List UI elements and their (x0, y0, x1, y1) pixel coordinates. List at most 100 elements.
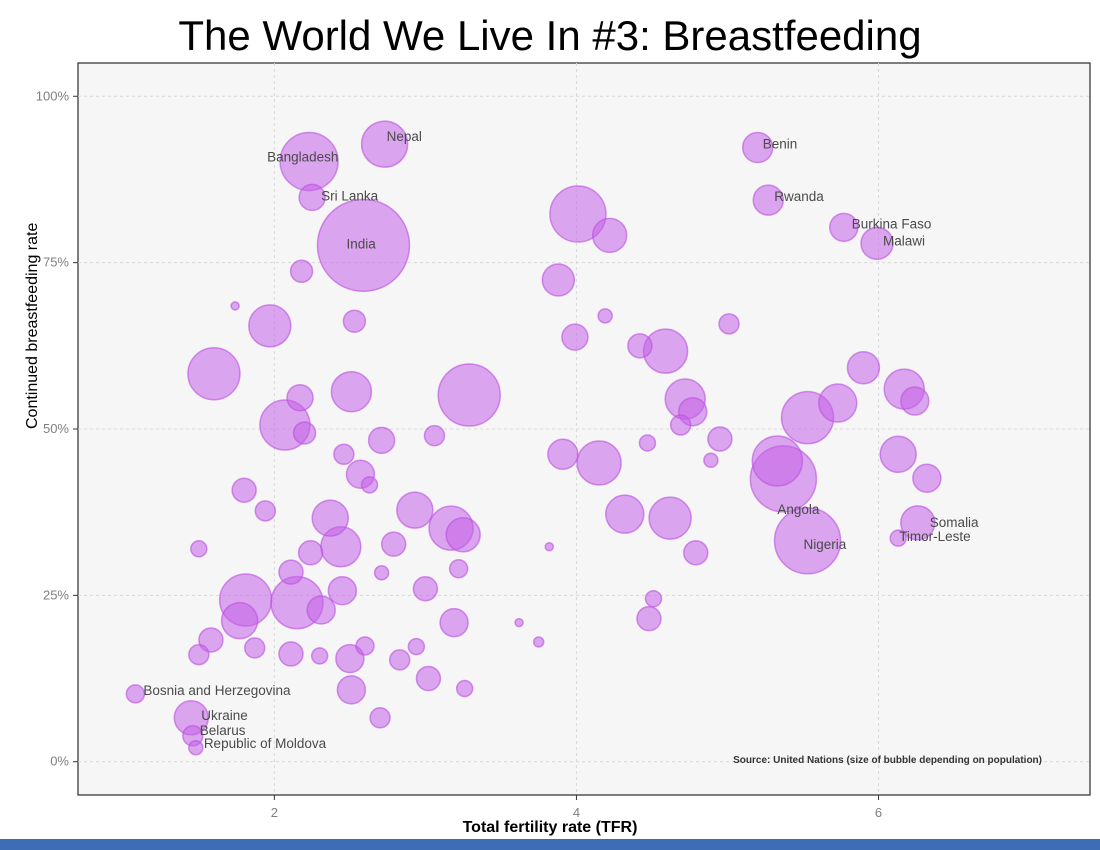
bubble (703, 452, 719, 469)
bubble (445, 517, 481, 553)
bubble (718, 313, 740, 335)
country-label: Malawi (883, 233, 925, 248)
bubble (369, 707, 391, 729)
bubble (187, 347, 241, 401)
bubble (298, 183, 326, 212)
bubble (188, 740, 204, 756)
country-label: Belarus (200, 723, 246, 738)
chart-title: The World We Live In #3: Breastfeeding (178, 12, 922, 59)
bubble (342, 309, 367, 333)
bubble (125, 684, 146, 704)
x-tick-label: 6 (875, 805, 882, 820)
bubble (437, 363, 501, 427)
bubble (248, 304, 292, 348)
bubble (306, 595, 336, 625)
bubble (380, 531, 407, 557)
bubble (289, 259, 314, 284)
bubble (846, 351, 881, 385)
bubble (190, 540, 208, 558)
bubble (412, 575, 439, 602)
bubble (278, 559, 304, 585)
bubble (644, 589, 663, 608)
y-tick-label: 50% (43, 421, 69, 436)
country-label: Angola (777, 502, 820, 517)
country-label: Rwanda (774, 189, 824, 204)
bubble (751, 435, 804, 487)
y-tick-label: 25% (43, 587, 69, 602)
bubble (773, 507, 842, 575)
bubble (292, 421, 317, 445)
bubble (900, 505, 936, 541)
country-label: India (346, 236, 376, 251)
bubble (336, 675, 367, 705)
y-tick-label: 100% (36, 88, 70, 103)
bubble (860, 226, 894, 261)
bubble (423, 424, 446, 447)
bubble (900, 386, 930, 416)
bubble (627, 333, 653, 359)
bubble (388, 649, 411, 671)
x-tick-label: 2 (271, 805, 278, 820)
y-tick-label: 75% (43, 255, 69, 270)
country-label: Bosnia and Herzegovina (143, 683, 291, 698)
bubble (310, 647, 329, 665)
bubble (448, 558, 469, 579)
bubble (605, 494, 645, 534)
bubble (327, 575, 358, 606)
bubble (636, 605, 662, 632)
bubble (415, 665, 442, 692)
bubble (879, 435, 917, 474)
bubble (455, 679, 474, 698)
bubble (335, 643, 365, 674)
bubble (278, 641, 304, 667)
country-label: Republic of Moldova (204, 736, 327, 751)
bubble (561, 323, 589, 351)
bubble (829, 212, 859, 243)
bubble (360, 476, 379, 494)
bubble (683, 540, 709, 566)
bubble (889, 529, 907, 547)
bubble (311, 499, 349, 537)
bubble (532, 636, 545, 648)
bubble (669, 414, 692, 436)
bubble (333, 443, 355, 466)
bubble (330, 370, 373, 413)
bubble (316, 198, 411, 293)
bubble (230, 301, 240, 311)
taskbar-strip (0, 839, 1100, 850)
bubble (818, 383, 858, 423)
bubble (231, 477, 257, 503)
bubble (373, 564, 390, 581)
country-label: Burkina Faso (852, 216, 932, 231)
bubble (286, 383, 314, 412)
y-tick-label: 0% (50, 754, 69, 769)
country-label: Ukraine (201, 708, 248, 723)
country-label: Benin (763, 137, 798, 152)
bubble (547, 438, 579, 471)
bubble (367, 426, 396, 455)
bubble (544, 542, 555, 552)
bubble (396, 491, 434, 529)
bubble (707, 426, 733, 452)
bubble (591, 217, 628, 254)
bubble (407, 637, 426, 656)
country-label: Timor-Leste (899, 529, 971, 544)
bubble (360, 120, 409, 168)
bubble (549, 185, 607, 243)
bubble (541, 263, 576, 297)
country-label: Sri Lanka (321, 188, 379, 203)
bubble (912, 463, 942, 493)
bubble (243, 637, 266, 659)
bubble (297, 540, 324, 566)
bubble (188, 643, 210, 666)
x-axis-title: Total fertility rate (TFR) (462, 819, 638, 836)
bubble (741, 131, 774, 164)
x-tick-label: 4 (573, 805, 580, 820)
country-label: Nepal (387, 129, 422, 144)
bubble (439, 607, 469, 638)
bubble (648, 496, 692, 540)
bubble (638, 434, 657, 452)
country-label: Bangladesh (267, 149, 338, 164)
source-note: Source: United Nations (size of bubble d… (733, 755, 1042, 766)
